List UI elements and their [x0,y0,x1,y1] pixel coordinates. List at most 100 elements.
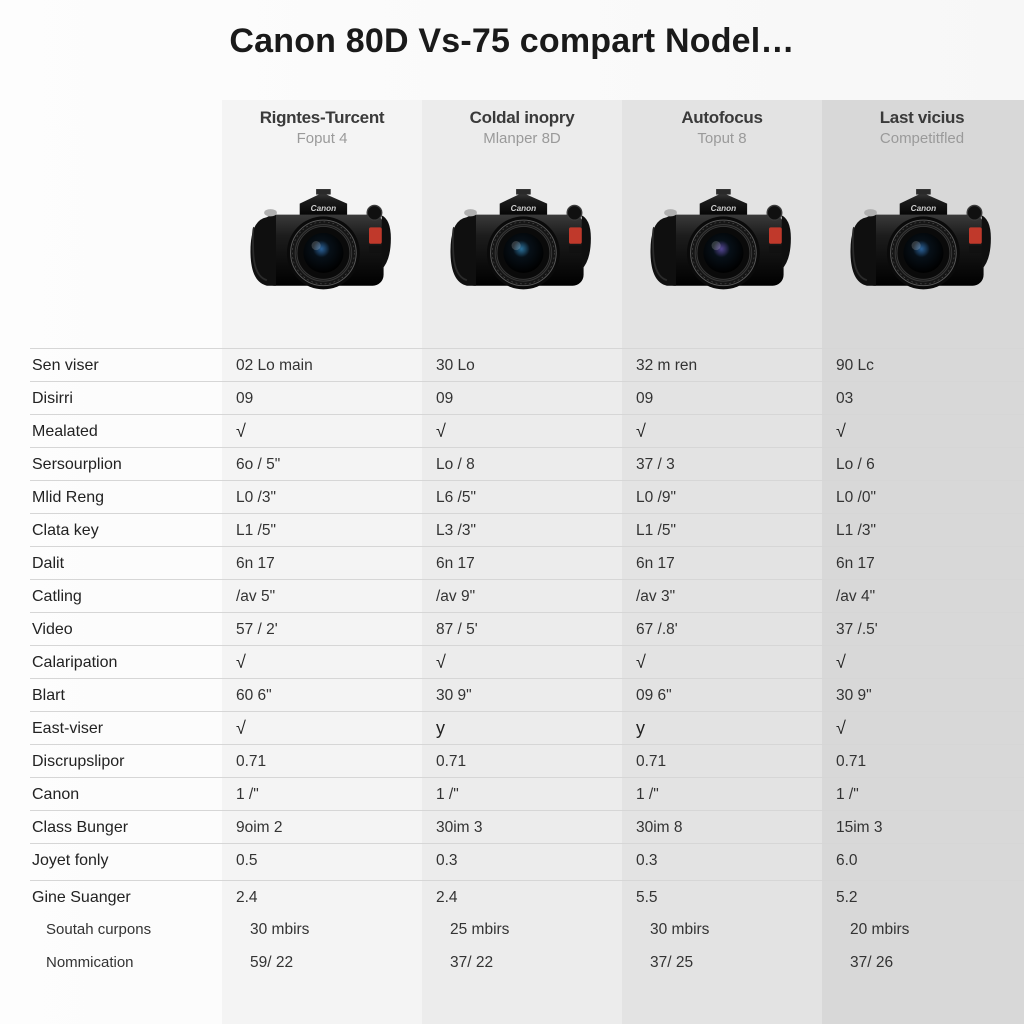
cell: L0 /3" [224,489,424,507]
table-row: Mlid RengL0 /3"L6 /5"L0 /9"L0 /0" [30,480,1024,514]
column-title: Autofocus [622,108,822,128]
cell: 30im 3 [424,819,624,837]
checkmark-icon: √ [636,652,646,672]
cell: 90 Lc [824,357,1024,375]
camera-image-1: Canon [222,166,422,326]
checkmark-icon: √ [836,421,846,441]
cell: 59/ 22 [238,954,438,972]
row-label: Disirri [30,390,224,408]
cell: 1 /" [824,786,1024,804]
checkmark-icon: y [436,718,445,738]
column-subtitle: Toput 8 [622,130,822,147]
cell: 2.4 [224,889,424,907]
row-label: Mealated [30,423,224,441]
cell: √ [624,652,824,673]
cell: 6n 17 [424,555,624,573]
cell: 0.71 [824,753,1024,771]
row-label: Gine Suanger [30,889,224,907]
cell: Lo / 6 [824,456,1024,474]
cell: 02 Lo main [224,357,424,375]
cell: √ [824,421,1024,442]
cell: /av 5" [224,588,424,606]
column-subtitle: Competitfled [822,130,1022,147]
checkmark-icon: y [636,718,645,738]
camera-icon: Canon [645,184,800,309]
cell: L0 /9" [624,489,824,507]
row-label: Calaripation [30,654,224,672]
cell: √ [224,421,424,442]
cell: 2.4 [424,889,624,907]
cell: 09 [224,390,424,408]
cell: 37 /.5' [824,621,1024,639]
cell: 87 / 5' [424,621,624,639]
cell: 25 mbirs [438,921,638,939]
camera-image-4: Canon [822,166,1022,326]
cell: √ [824,718,1024,739]
cell: 30 mbirs [238,921,438,939]
row-label: Catling [30,588,224,606]
camera-image-2: Canon [422,166,622,326]
cell: 57 / 2' [224,621,424,639]
cell: 09 [624,390,824,408]
cell: 1 /" [224,786,424,804]
table-row: Joyet fonly0.50.30.36.0 [30,843,1024,877]
cell: L0 /0" [824,489,1024,507]
cell: 09 [424,390,624,408]
cell: y [424,718,624,739]
checkmark-icon: √ [236,652,246,672]
column-header-3: Autofocus Toput 8 [622,108,822,147]
column-title: Rigntes-Turcent [222,108,422,128]
cell: 0.3 [424,852,624,870]
row-label: Class Bunger [30,819,224,837]
camera-icon: Canon [445,184,600,309]
cell: 37 / 3 [624,456,824,474]
cell: 6n 17 [624,555,824,573]
row-label: Blart [30,687,224,705]
cell: 30 Lo [424,357,624,375]
camera-icon: Canon [245,184,400,309]
cell: 60 6" [224,687,424,705]
cell: L3 /3" [424,522,624,540]
cell: L1 /3" [824,522,1024,540]
cell: 30 mbirs [638,921,838,939]
row-label: Video [30,621,224,639]
cell: 0.71 [224,753,424,771]
cell: 09 6" [624,687,824,705]
cell: L1 /5" [224,522,424,540]
checkmark-icon: √ [836,652,846,672]
checkmark-icon: √ [236,421,246,441]
cell: 9oim 2 [224,819,424,837]
row-label: Discrupslipor [30,753,224,771]
column-header-2: Coldal inopryMlanper 8D [422,108,622,147]
row-label: East-viser [30,720,224,738]
cell: 0.71 [624,753,824,771]
cell: 37/ 26 [838,954,1024,972]
checkmark-icon: √ [236,718,246,738]
cell: √ [424,652,624,673]
table-row: Discrupslipor0.710.710.710.71 [30,744,1024,778]
table-row: Sen viser02 Lo main30 Lo32 m ren90 Lc [30,348,1024,382]
table-row: Calaripation √ √ √ √ [30,645,1024,679]
cell: 03 [824,390,1024,408]
comparison-page: Canon 80D Vs-75 compart Nodel… Rigntes-T… [0,0,1024,1024]
cell: 37/ 25 [638,954,838,972]
camera-image-3: Canon [622,166,822,326]
svg-text:Canon: Canon [710,203,735,212]
svg-text:Canon: Canon [910,203,935,212]
cell: 1 /" [424,786,624,804]
cell: /av 4" [824,588,1024,606]
table-row: East-viser √ y y √ [30,711,1024,745]
row-label: Soutah curpons [30,921,238,938]
cell: 20 mbirs [838,921,1024,939]
cell: Lo / 8 [424,456,624,474]
table-row: Catling/av 5"/av 9"/av 3"/av 4" [30,579,1024,613]
cell: √ [624,421,824,442]
row-label: Nommication [30,954,238,971]
svg-text:Canon: Canon [310,203,335,212]
cell: /av 3" [624,588,824,606]
table-row: Class Bunger9oim 230im 330im 815im 3 [30,810,1024,844]
table-row: Dalit6n 176n 176n 176n 17 [30,546,1024,580]
page-title: Canon 80D Vs-75 compart Nodel… [0,22,1024,61]
cell: 1 /" [624,786,824,804]
cell: 32 m ren [624,357,824,375]
